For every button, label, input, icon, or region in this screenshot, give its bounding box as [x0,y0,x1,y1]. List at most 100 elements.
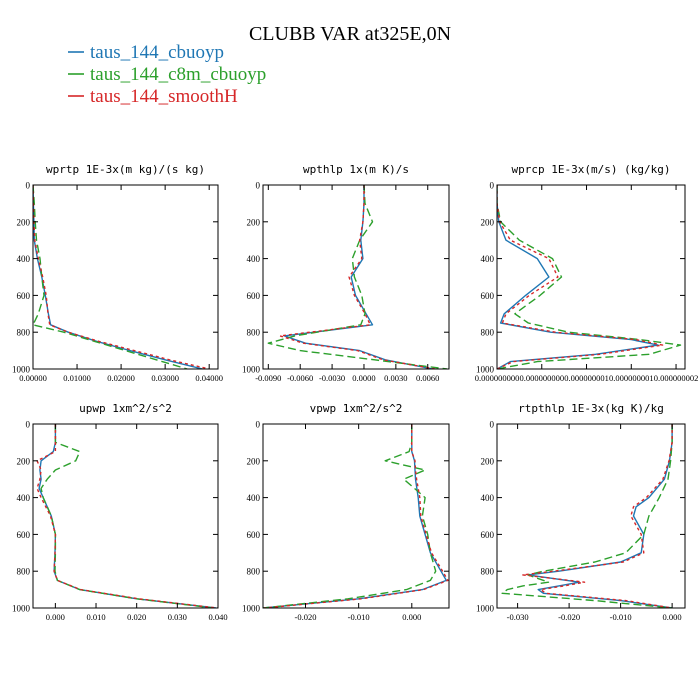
panel-title: wprcp 1E-3x(m/s) (kg/kg) [512,163,671,176]
legend-label: taus_144_cbuoyp [90,42,224,63]
figure-title: CLUBB VAR at325E,0N [249,23,451,45]
legend-entry: taus_144_cbuoyp [68,42,224,63]
legend: taus_144_cbuoyptaus_144_c8m_cbuoyptaus_1… [68,42,266,107]
y-tick-label: 800 [17,567,31,577]
x-tick-label: -0.030 [507,612,529,622]
x-tick-label: 0.03000 [151,373,179,383]
series-group [267,185,447,369]
y-tick-label: 400 [17,254,31,264]
y-tick-label: 200 [17,456,31,466]
series-line [501,424,673,608]
chart-panel: wprcp 1E-3x(m/s) (kg/kg) 0 200 400 600 800 100… [475,163,699,383]
series-line [33,185,210,369]
y-tick-label: 800 [481,328,495,338]
x-tick-label: -0.0030 [319,373,345,383]
x-tick-label: -0.010 [610,612,632,622]
y-tick-label: 600 [247,530,261,540]
y-tick-label: 1000 [476,365,495,375]
panel-title: wprtp 1E-3x(m kg)/(s kg) [46,163,205,176]
y-tick-label: 1000 [242,604,261,614]
y-tick-label: 1000 [476,604,495,614]
series-line [527,424,673,608]
chart-panel: wpthlp 1x(m K)/s 0 200 400 600 800 1000-0.0090… [242,163,450,383]
chart-panels: wprtp 1E-3x(m kg)/(s kg) 0 200 400 600 800 100… [12,163,698,622]
series-group [33,185,210,369]
series-group [497,185,682,369]
legend-entry: taus_144_smoothH [68,86,238,107]
y-tick-label: 600 [481,291,495,301]
x-tick-label: 0.000000000 [475,373,520,383]
y-tick-label: 0 [26,181,31,191]
chart-panel: vpwp 1xm^2/s^2 0 200 400 600 800 1000 -0.020 -0.… [242,402,450,622]
x-tick-label: 0.02000 [107,373,135,383]
panel-title: rtpthlp 1E-3x(kg K)/kg [518,402,664,415]
y-tick-label: 800 [17,328,31,338]
plot-frame [262,184,450,370]
y-tick-label: 0 [26,420,31,430]
series-line [283,185,434,369]
chart-panel: wprtp 1E-3x(m kg)/(s kg) 0 200 400 600 800 100… [12,163,223,383]
y-tick-label: 200 [17,217,31,227]
plot-frame [496,423,686,609]
series-line [36,424,218,608]
x-tick-label: -0.020 [558,612,580,622]
plot-frame [496,184,686,370]
series-line [267,185,447,369]
x-tick-label: 0.000000001 [564,373,609,383]
y-tick-label: 400 [17,493,31,503]
x-tick-label: 0.0030 [384,373,407,383]
x-tick-label: 0.000 [402,612,421,622]
x-tick-label: 0.010 [86,612,105,622]
series-line [33,185,203,369]
series-line [38,424,217,608]
x-tick-label: 0.000000001 [609,373,654,383]
x-tick-label: 0.000000002 [654,373,699,383]
x-tick-label: -0.0060 [287,373,313,383]
series-line [522,424,673,608]
panel-title: wpthlp 1x(m K)/s [303,163,409,176]
x-tick-label: 0.000000000 [519,373,564,383]
series-line [264,424,449,608]
y-tick-label: 600 [247,291,261,301]
series-line [497,185,664,369]
chart-panel: rtpthlp 1E-3x(kg K)/kg 0 200 400 600 800 1000 -… [476,402,686,622]
series-line [497,185,659,369]
panel-title: upwp 1xm^2/s^2 [79,402,172,415]
y-tick-label: 400 [247,493,261,503]
y-tick-label: 800 [247,567,261,577]
y-tick-label: 800 [247,328,261,338]
y-tick-label: 0 [256,420,261,430]
legend-entry: taus_144_c8m_cbuoyp [68,64,266,85]
series-line [279,185,436,369]
legend-label: taus_144_smoothH [90,86,238,107]
chart-panel: upwp 1xm^2/s^2 0 200 400 600 800 1000 0.000 0.01… [12,402,228,622]
x-tick-label: 0.0000 [352,373,375,383]
panel-title: vpwp 1xm^2/s^2 [310,402,403,415]
y-tick-label: 1000 [12,365,31,375]
y-tick-label: 800 [481,567,495,577]
x-tick-label: 0.00000 [19,373,47,383]
y-tick-label: 200 [481,217,495,227]
y-tick-label: 1000 [242,365,261,375]
series-line [497,185,682,369]
plot-frame [262,423,450,609]
y-tick-label: 600 [481,530,495,540]
y-tick-label: 1000 [12,604,31,614]
plot-frame [32,423,219,609]
x-tick-label: 0.04000 [195,373,223,383]
series-line [33,185,188,369]
y-tick-label: 400 [247,254,261,264]
x-tick-label: 0.040 [208,612,227,622]
x-tick-label: 0.01000 [63,373,91,383]
series-group [501,424,673,608]
series-group [36,424,218,608]
series-line [40,424,214,608]
x-tick-label: 0.000 [663,612,682,622]
y-tick-label: 600 [17,291,31,301]
x-tick-label: 0.020 [127,612,146,622]
y-tick-label: 600 [17,530,31,540]
y-tick-label: 0 [490,420,495,430]
legend-label: taus_144_c8m_cbuoyp [90,64,266,85]
x-tick-label: 0.0060 [416,373,439,383]
